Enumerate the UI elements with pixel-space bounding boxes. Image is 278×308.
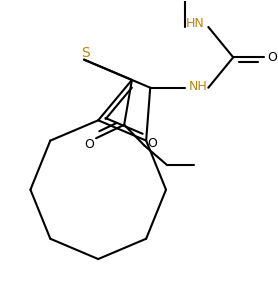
Text: NH: NH [188,80,207,93]
Text: O: O [85,138,94,151]
Text: O: O [148,137,157,150]
Text: O: O [267,51,277,64]
Text: S: S [81,46,90,60]
Text: HN: HN [185,18,204,30]
